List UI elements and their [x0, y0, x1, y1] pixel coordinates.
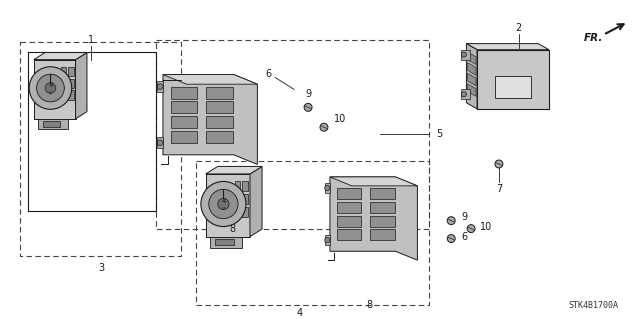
Text: v: v: [49, 90, 52, 95]
Text: 4: 4: [297, 308, 303, 318]
Polygon shape: [324, 235, 330, 245]
Polygon shape: [68, 90, 74, 100]
Polygon shape: [330, 177, 417, 186]
Text: 9: 9: [461, 212, 467, 222]
Polygon shape: [61, 90, 67, 100]
Polygon shape: [370, 229, 395, 241]
Polygon shape: [34, 60, 76, 119]
Polygon shape: [337, 188, 362, 199]
Polygon shape: [76, 53, 87, 119]
Circle shape: [320, 123, 328, 131]
Polygon shape: [467, 73, 476, 86]
Circle shape: [324, 238, 330, 243]
Polygon shape: [235, 182, 240, 191]
Polygon shape: [467, 63, 476, 75]
Polygon shape: [215, 239, 234, 245]
Circle shape: [201, 182, 246, 226]
Polygon shape: [370, 202, 395, 213]
Circle shape: [447, 234, 455, 242]
Text: 4: 4: [48, 82, 52, 88]
Circle shape: [324, 185, 330, 191]
Text: FR.: FR.: [584, 33, 603, 43]
Polygon shape: [370, 188, 395, 199]
Text: 5: 5: [436, 129, 442, 139]
Circle shape: [157, 84, 163, 89]
Text: 8: 8: [367, 300, 372, 310]
Text: 9: 9: [305, 89, 311, 100]
Circle shape: [45, 83, 56, 93]
Polygon shape: [157, 81, 163, 92]
Text: 7: 7: [496, 184, 502, 194]
Polygon shape: [34, 53, 87, 60]
Polygon shape: [61, 78, 67, 88]
Text: 6: 6: [265, 69, 271, 78]
Circle shape: [447, 217, 455, 225]
Circle shape: [461, 52, 467, 57]
Polygon shape: [461, 49, 470, 60]
Polygon shape: [467, 84, 476, 96]
Circle shape: [29, 67, 72, 109]
Polygon shape: [43, 121, 60, 127]
Polygon shape: [170, 101, 197, 114]
Polygon shape: [235, 206, 240, 217]
Polygon shape: [205, 174, 250, 237]
Polygon shape: [38, 119, 68, 130]
Text: 4: 4: [221, 198, 225, 204]
Text: 8: 8: [230, 224, 236, 234]
Polygon shape: [206, 86, 233, 99]
Polygon shape: [250, 167, 262, 237]
Polygon shape: [163, 75, 257, 84]
Polygon shape: [467, 52, 476, 64]
Polygon shape: [170, 131, 197, 143]
Polygon shape: [163, 75, 257, 164]
Text: 2: 2: [516, 23, 522, 33]
Bar: [28, 52, 156, 211]
Polygon shape: [235, 194, 240, 204]
Polygon shape: [206, 116, 233, 128]
Polygon shape: [210, 237, 242, 248]
Circle shape: [461, 92, 467, 97]
Circle shape: [495, 160, 503, 168]
Polygon shape: [337, 216, 362, 227]
Polygon shape: [337, 229, 362, 241]
Circle shape: [36, 74, 64, 102]
Circle shape: [218, 198, 229, 210]
Polygon shape: [170, 86, 197, 99]
Circle shape: [157, 140, 163, 145]
Polygon shape: [61, 67, 67, 76]
Circle shape: [304, 103, 312, 111]
Polygon shape: [205, 167, 262, 174]
Text: 1: 1: [88, 35, 95, 45]
Polygon shape: [337, 202, 362, 213]
Circle shape: [209, 189, 238, 219]
Polygon shape: [324, 183, 330, 193]
Polygon shape: [68, 67, 74, 76]
Polygon shape: [206, 101, 233, 114]
Text: STK4B1700A: STK4B1700A: [568, 300, 618, 310]
Text: 10: 10: [480, 222, 492, 232]
Polygon shape: [170, 116, 197, 128]
Polygon shape: [243, 194, 248, 204]
Polygon shape: [461, 89, 470, 99]
Polygon shape: [370, 216, 395, 227]
Text: 6: 6: [461, 232, 467, 241]
Circle shape: [467, 225, 475, 233]
Polygon shape: [206, 131, 233, 143]
Polygon shape: [243, 182, 248, 191]
Polygon shape: [467, 44, 477, 109]
Polygon shape: [477, 50, 549, 109]
Polygon shape: [157, 137, 163, 148]
Text: 3: 3: [99, 263, 104, 273]
Polygon shape: [467, 44, 549, 50]
Polygon shape: [68, 78, 74, 88]
Text: 10: 10: [333, 114, 346, 124]
Polygon shape: [243, 206, 248, 217]
Polygon shape: [330, 177, 417, 260]
Polygon shape: [495, 76, 531, 98]
Text: v: v: [222, 206, 225, 211]
